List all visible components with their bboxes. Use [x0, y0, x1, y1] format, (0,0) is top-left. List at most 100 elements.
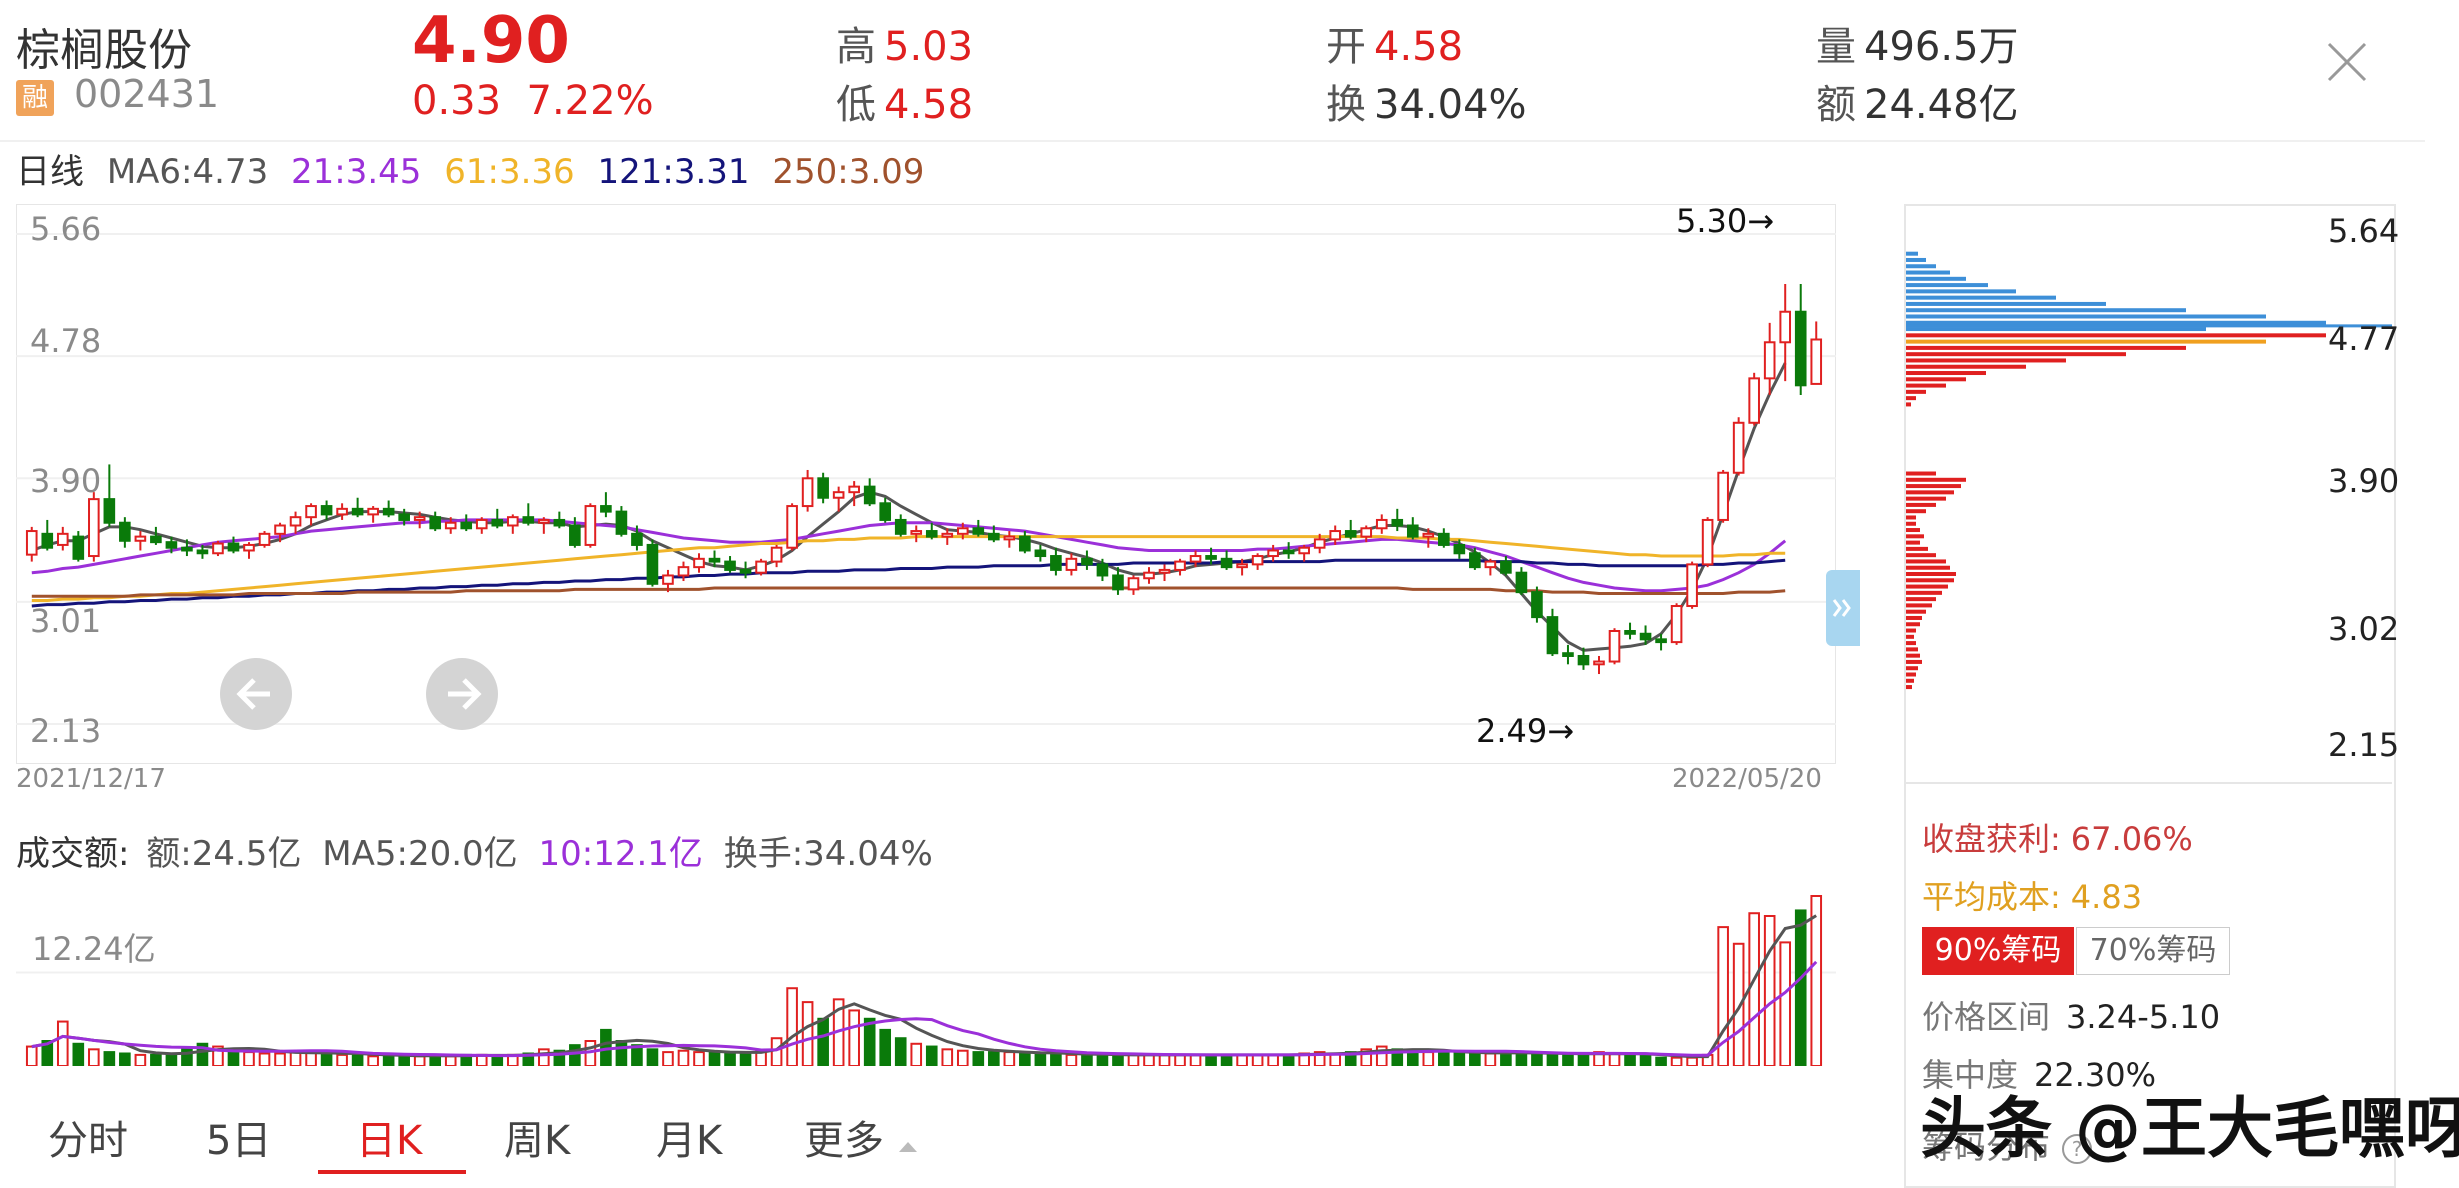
volume-bar: [289, 1051, 302, 1066]
chip-bar: [1906, 295, 2056, 300]
candle: [1732, 421, 1745, 474]
candle: [925, 530, 938, 538]
candle: [305, 505, 317, 519]
y-label-4: 3.01: [30, 602, 102, 640]
double-chevron-icon: [1832, 599, 1851, 617]
candle: [1794, 310, 1807, 387]
volume-bar: [817, 1017, 829, 1066]
tab-5day[interactable]: 5日: [206, 1118, 272, 1164]
candle: [1391, 518, 1404, 527]
close-icon[interactable]: [2325, 40, 2369, 84]
y-label-5: 2.13: [30, 712, 102, 750]
chip-bar: [1906, 609, 1926, 614]
candle: [1375, 518, 1388, 530]
candle: [801, 477, 814, 508]
volume-bar: [444, 1055, 457, 1066]
candle: [584, 505, 597, 546]
volume-bar: [631, 1044, 643, 1066]
chip-bar: [1906, 559, 1946, 564]
volume-ma10-line: [31, 960, 1818, 1058]
chip-90-button[interactable]: 90%筹码: [1922, 927, 2074, 975]
volume-bar: [1251, 1053, 1264, 1066]
volume-bar: [134, 1053, 147, 1066]
candle: [863, 485, 876, 505]
volume-bar: [351, 1053, 364, 1066]
ma-line-ma21: [31, 518, 1787, 593]
high-field: 高 5.03: [836, 24, 974, 70]
chip-bar: [1906, 678, 1914, 683]
candle: [134, 535, 147, 542]
candle: [894, 518, 907, 535]
candle: [212, 542, 224, 555]
chip-bar: [1906, 402, 1911, 407]
date-start: 2021/12/17: [16, 764, 166, 794]
price-range: 价格区间 3.24-5.10: [1922, 998, 2221, 1036]
candle: [165, 541, 178, 549]
tab-weekly-k[interactable]: 周K: [504, 1118, 571, 1164]
candle: [1779, 310, 1792, 344]
chip-bar: [1906, 540, 1920, 545]
volume-ma10: 10:12.1亿: [538, 834, 703, 874]
volume-bar: [1034, 1052, 1047, 1066]
candle: [119, 521, 131, 542]
next-arrow-button[interactable]: [426, 658, 498, 730]
chip-bar: [1906, 578, 1954, 583]
low-field: 低 4.58: [836, 82, 974, 128]
candle: [25, 530, 38, 556]
chip-bar: [1906, 622, 1920, 627]
volume-bar: [1670, 1056, 1683, 1066]
tab-intraday[interactable]: 分时: [48, 1118, 128, 1164]
prev-arrow-button[interactable]: [220, 658, 292, 730]
volume-bar: [1158, 1053, 1171, 1066]
volume-bar: [538, 1048, 550, 1066]
volume-bar: [1422, 1051, 1435, 1066]
kline-chart[interactable]: [16, 204, 1836, 764]
candle: [1624, 629, 1636, 635]
help-icon[interactable]: ?: [2060, 1132, 2094, 1166]
volume-bar: [1127, 1053, 1140, 1066]
chip-bar: [1906, 314, 2266, 319]
tab-monthly-k[interactable]: 月K: [656, 1118, 723, 1164]
volume-chart[interactable]: [16, 886, 1836, 1066]
volume-bar: [25, 1045, 38, 1066]
expand-panel-button[interactable]: [1826, 570, 1860, 646]
chip-bar: [1906, 308, 2186, 313]
tab-daily-k[interactable]: 日K: [356, 1118, 423, 1164]
tab-more[interactable]: 更多: [804, 1108, 919, 1166]
chip-bar: [1906, 490, 1954, 495]
chip-bar: [1906, 396, 1916, 401]
volume-bar: [925, 1045, 938, 1066]
volume-bar: [1220, 1053, 1233, 1066]
volume-bar: [1624, 1053, 1636, 1066]
last-price: 4.90: [412, 4, 570, 78]
volume-bar: [677, 1049, 690, 1066]
volume-bar: [119, 1052, 131, 1066]
amount-field: 额 24.48亿: [1816, 82, 2019, 128]
chip-bar: [1906, 653, 1920, 658]
volume-bar: [1608, 1052, 1621, 1066]
volume-bar: [398, 1055, 410, 1066]
volume-bar: [1375, 1045, 1388, 1066]
arrow-right-icon: [448, 678, 482, 710]
chip-bar: [1906, 496, 1946, 501]
candle: [1189, 555, 1202, 563]
candle: [1205, 555, 1217, 560]
candle: [1531, 591, 1543, 619]
candle: [1329, 530, 1342, 541]
ma6-label: MA6:4.73: [106, 152, 269, 192]
chip-bar: [1906, 546, 1928, 551]
candle: [569, 524, 581, 546]
chip-70-button[interactable]: 70%筹码: [2076, 927, 2230, 975]
chip-bar: [1906, 553, 1936, 558]
candle: [227, 542, 240, 552]
period-tabs: 分时 5日 日K 周K 月K 更多: [0, 1100, 1850, 1174]
candle: [1639, 632, 1652, 641]
candle: [1127, 577, 1140, 591]
chip-bar: [1906, 572, 1956, 577]
volume-bar: [41, 1040, 54, 1066]
candle: [72, 535, 85, 560]
candle: [1686, 563, 1698, 608]
y-label-3: 3.90: [30, 462, 102, 500]
tab-more-label: 更多: [804, 1118, 884, 1164]
candle: [553, 518, 566, 527]
